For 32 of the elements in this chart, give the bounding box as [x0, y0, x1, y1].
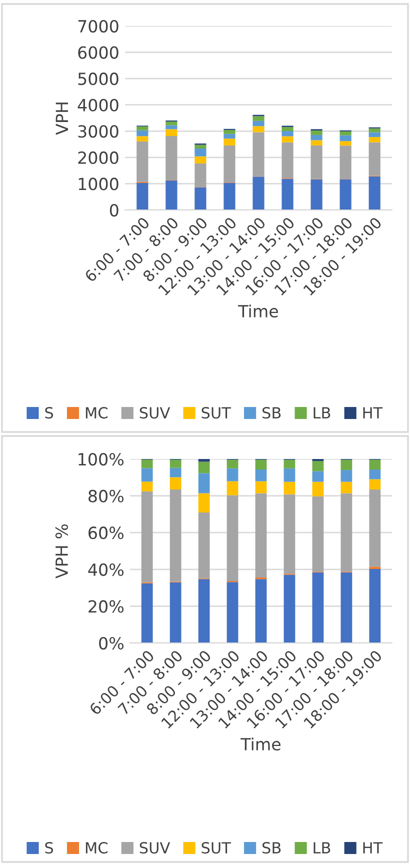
y-tick-label: 0%	[99, 636, 124, 650]
legend-label: SUT	[202, 407, 231, 419]
y-tick-label: 6000	[78, 46, 118, 59]
y-tick-label: 5000	[78, 72, 118, 86]
legend-label: LB	[314, 407, 330, 418]
y-tick-label: 80%	[88, 490, 124, 502]
y-axis-title: VPH	[56, 102, 68, 135]
legend-label: SB	[262, 842, 281, 854]
y-tick-label: 60%	[88, 526, 124, 540]
x-axis-title: Time	[238, 304, 278, 318]
y-tick-label: 1000	[78, 178, 118, 190]
legend-label: HT	[363, 407, 383, 418]
y-tick-label: 20%	[88, 600, 124, 613]
legend-label: MC	[86, 407, 108, 419]
x-axis-title: Time	[240, 738, 281, 750]
legend-label: LB	[314, 842, 330, 854]
y-axis-title: VPH %	[55, 524, 68, 578]
y-tick-label: 0	[110, 204, 118, 217]
y-tick-label: 3000	[78, 125, 118, 138]
y-tick-label: 7000	[78, 20, 118, 33]
legend-label: SUV	[140, 842, 170, 854]
legend-label: SUT	[202, 842, 231, 854]
y-tick-label: 100%	[78, 452, 124, 466]
y-tick-label: 40%	[88, 563, 124, 576]
y-tick-label: 4000	[78, 98, 118, 112]
legend-label: S	[45, 407, 54, 419]
legend-label: MC	[86, 842, 108, 854]
legend-label: S	[45, 842, 54, 854]
legend-label: SB	[262, 407, 281, 419]
legend-label: SUV	[140, 407, 170, 419]
y-tick-label: 2000	[78, 151, 118, 164]
legend-label: HT	[363, 842, 383, 854]
